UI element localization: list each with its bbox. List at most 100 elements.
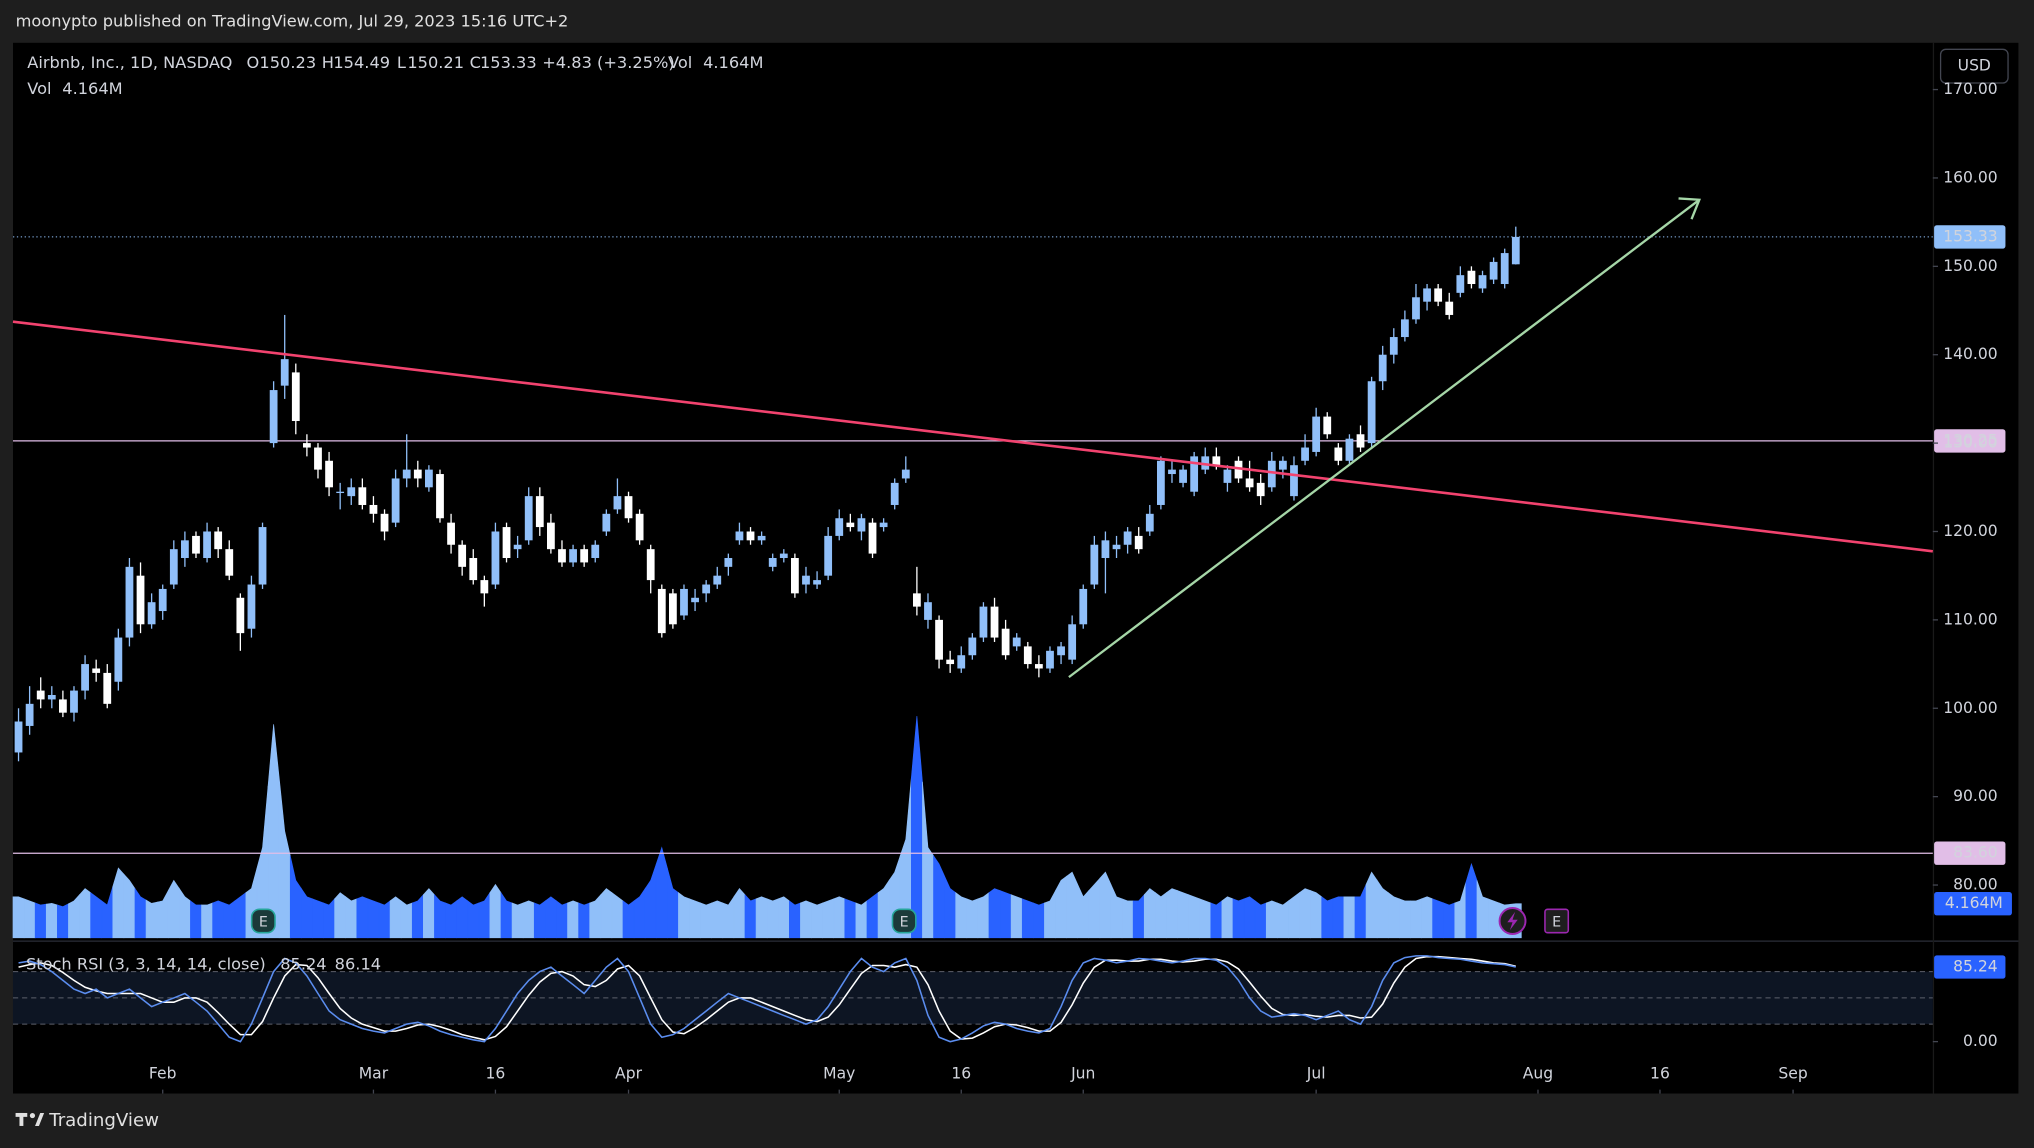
stoch-label: 85.24 (1953, 957, 1998, 975)
ohlc-value: 153.33 (480, 53, 537, 72)
volume-area (1221, 896, 1234, 939)
volume-area (312, 898, 324, 939)
candle-body (901, 469, 910, 479)
candle-body (1079, 588, 1088, 625)
candle-body (70, 690, 78, 713)
candle-body (380, 513, 389, 532)
volume-area (1265, 900, 1278, 939)
candle-body (1068, 624, 1077, 660)
x-tick-label: 16 (486, 1065, 506, 1083)
volume-area (1210, 900, 1223, 939)
candle-body (569, 549, 577, 563)
candle-body (36, 690, 45, 700)
volume-area (1299, 888, 1311, 939)
last-price-label: 153.33 (1943, 227, 1997, 245)
volume-area (212, 900, 225, 939)
candle-body (1367, 381, 1376, 444)
volume-key: Vol (27, 79, 51, 98)
candle-body (1345, 438, 1354, 461)
candle-body (413, 469, 422, 479)
candle-body (1389, 337, 1398, 355)
candle-body (1267, 460, 1276, 488)
volume-area (400, 900, 413, 939)
y-tick-label: 170.00 (1943, 80, 1997, 98)
volume-area (278, 777, 291, 939)
candle-body (391, 478, 400, 523)
candle-body (1500, 253, 1509, 285)
candle-body (480, 580, 489, 594)
price-label-box (1934, 841, 2006, 865)
volume-area (156, 890, 169, 939)
volume-area (578, 902, 591, 939)
volume-area (955, 892, 968, 939)
currency-button[interactable] (1939, 48, 2009, 84)
x-tick-label: Jul (1306, 1065, 1326, 1083)
volume-area (1121, 898, 1134, 939)
candle-body (1112, 544, 1121, 550)
volume-area (1410, 898, 1422, 939)
volume-area (1066, 871, 1079, 939)
candle-body (280, 359, 289, 386)
volume-area (1277, 900, 1289, 939)
candle-body (136, 575, 145, 625)
volume-area (345, 896, 358, 939)
volume-area (1110, 884, 1123, 939)
volume-key: Vol (668, 53, 692, 72)
volume-area (1033, 902, 1045, 939)
volume-area (611, 892, 624, 939)
candle-body (1312, 416, 1321, 452)
volume-area (1199, 898, 1212, 939)
volume-area (1476, 880, 1489, 939)
volume-area (1354, 884, 1367, 939)
volume-area (944, 876, 957, 939)
volume-area (1321, 896, 1334, 939)
candle-body (868, 522, 877, 554)
candle-body (158, 588, 167, 612)
volume-area (1188, 894, 1201, 939)
candle-body (81, 664, 89, 691)
candle-body (114, 637, 123, 682)
volume-area (34, 902, 47, 939)
event-marker (1544, 908, 1570, 934)
volume-area (633, 887, 646, 939)
volume-area (500, 891, 513, 939)
candle-body (269, 390, 278, 444)
candle-body (336, 491, 345, 494)
volume-area (145, 899, 158, 939)
candle-body (1057, 646, 1065, 656)
candle-body (1467, 270, 1476, 285)
candle-body (1023, 646, 1032, 665)
volume-area (711, 900, 724, 939)
candle-body (1234, 460, 1243, 479)
volume-area (1399, 898, 1411, 939)
candle-body (624, 496, 633, 519)
volume-area (1443, 902, 1456, 939)
candle-body (314, 447, 322, 470)
volume-area (922, 781, 934, 939)
y-tick-label: 80.00 (1953, 876, 1998, 894)
volume-area (1487, 898, 1500, 939)
volume-area (1332, 896, 1345, 939)
volume-area (600, 888, 613, 939)
volume-area (478, 891, 491, 939)
volume-area (1343, 896, 1356, 939)
volume-area (1166, 888, 1178, 939)
candle-body (425, 469, 433, 488)
candle-body (1489, 261, 1498, 280)
volume-area (289, 855, 302, 939)
candle-body (946, 659, 955, 665)
volume-area (678, 892, 690, 939)
volume-area (833, 896, 846, 939)
candle-body (680, 588, 688, 616)
candle-body (768, 558, 777, 567)
candle-body (47, 695, 56, 700)
publisher-line: moonypto published on TradingView.com, J… (16, 12, 569, 31)
candle-body (846, 522, 855, 528)
candle-body (1034, 664, 1043, 669)
candle-body (402, 469, 411, 479)
volume-area (1155, 892, 1167, 939)
candle-body (347, 487, 356, 497)
volume-value: 4.164M (62, 79, 122, 98)
candle-body (236, 597, 245, 634)
volume-area (411, 893, 424, 939)
